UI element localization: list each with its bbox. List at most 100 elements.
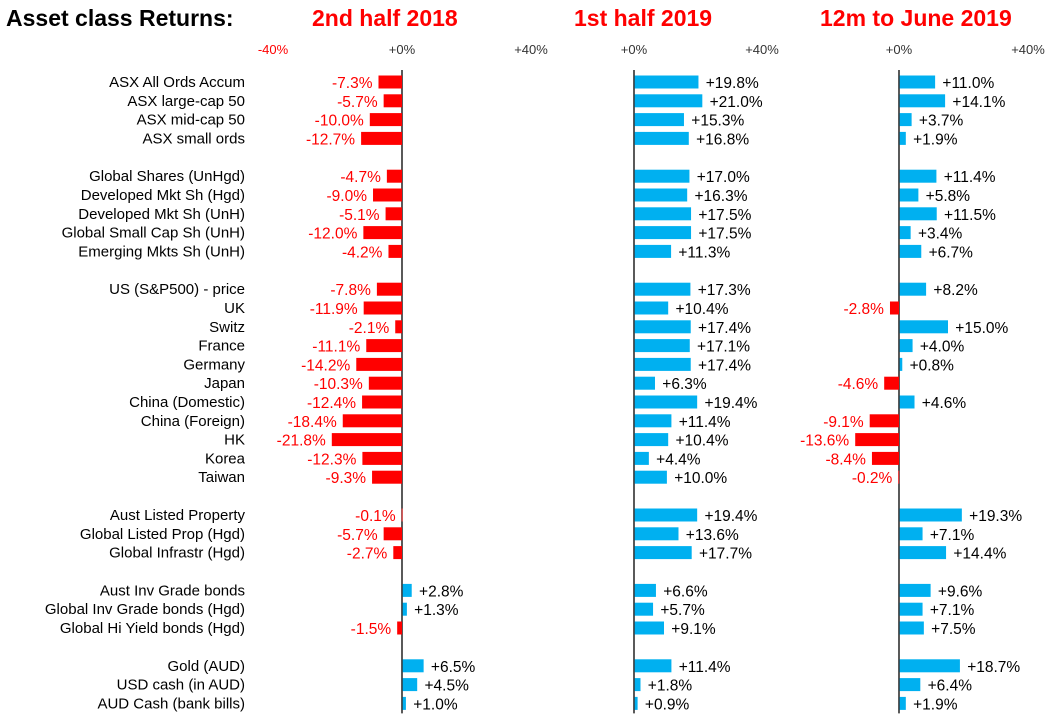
data-label: +16.8% [696, 131, 749, 148]
bar [356, 357, 402, 371]
category-label: Emerging Mkts Sh (UnH) [78, 243, 245, 260]
bar [397, 621, 402, 635]
panel-title: 1st half 2019 [574, 5, 712, 31]
bar [899, 131, 906, 145]
data-label: +17.7% [699, 546, 752, 563]
bar [634, 678, 641, 692]
data-label: +5.8% [926, 188, 971, 205]
bar [869, 414, 899, 428]
bar [899, 395, 915, 409]
data-label: +19.4% [704, 508, 757, 525]
data-label: +11.3% [678, 244, 730, 261]
data-label: -7.3% [332, 75, 373, 92]
category-label: AUD Cash (bank bills) [97, 695, 245, 712]
data-label: -10.0% [315, 113, 364, 130]
data-label: -12.4% [307, 395, 356, 412]
data-label: -9.0% [327, 188, 368, 205]
axis-tick-label: +0% [389, 42, 416, 57]
bar [393, 546, 402, 560]
bar [899, 320, 948, 334]
bar [402, 678, 418, 692]
data-label: +1.8% [648, 678, 693, 695]
category-label: Global Infrastr (Hgd) [109, 545, 245, 562]
bar [372, 470, 402, 484]
data-label: +9.1% [671, 621, 716, 638]
data-label: -14.2% [301, 357, 350, 374]
data-label: +5.7% [660, 602, 705, 619]
bar [634, 376, 655, 390]
bar [634, 75, 699, 89]
bar [899, 602, 923, 616]
data-label: -4.2% [342, 244, 383, 261]
axis-tick-label: +0% [621, 42, 648, 57]
category-labels: ASX All Ords Accum ASX large-cap 50 ASX mi… [45, 74, 246, 712]
data-label: +4.5% [424, 678, 469, 695]
data-label: +15.3% [691, 113, 744, 130]
data-label: +4.0% [920, 339, 965, 356]
bar [899, 527, 923, 541]
bar [899, 357, 903, 371]
bar [899, 207, 937, 221]
data-label: -4.6% [838, 376, 879, 393]
category-label: China (Foreign) [141, 413, 245, 430]
data-label: +6.3% [662, 376, 707, 393]
bar [634, 113, 684, 127]
data-label: +7.5% [931, 621, 976, 638]
axis-tick-label: +40% [1011, 42, 1045, 57]
bar [385, 207, 402, 221]
data-label: +11.4% [679, 414, 731, 431]
data-label: +10.4% [675, 433, 728, 450]
bar [634, 414, 672, 428]
bar [395, 320, 402, 334]
bar [634, 451, 649, 465]
bar [331, 433, 402, 447]
data-label: +4.4% [656, 451, 701, 468]
data-label: -21.8% [277, 433, 326, 450]
data-label: -10.3% [314, 376, 363, 393]
panels: 2nd half 2018 -40% +0% +40% -7.3% -5.7% -10.0%… [258, 5, 1045, 714]
bar [361, 131, 402, 145]
data-label: +1.9% [913, 696, 958, 713]
bar [363, 301, 402, 315]
data-label: +7.1% [930, 527, 975, 544]
data-label: +9.6% [938, 583, 983, 600]
data-label: +1.0% [413, 696, 458, 713]
data-label: +3.4% [918, 226, 963, 243]
data-label: +6.6% [663, 583, 708, 600]
category-label: Aust Inv Grade bonds [100, 582, 245, 599]
data-label: -2.7% [347, 546, 388, 563]
data-label: -5.1% [339, 207, 380, 224]
data-label: +2.8% [419, 583, 464, 600]
bar [634, 188, 688, 202]
data-label: +17.4% [698, 357, 751, 374]
bar [889, 301, 899, 315]
bar [342, 414, 402, 428]
bar [884, 376, 899, 390]
data-label: +17.1% [697, 339, 750, 356]
data-label: +16.3% [694, 188, 747, 205]
bar [388, 244, 402, 258]
bar [402, 602, 407, 616]
data-label: +0.8% [910, 357, 955, 374]
bar [899, 169, 937, 183]
category-label: China (Domestic) [129, 394, 245, 411]
bar [634, 320, 691, 334]
bar [899, 508, 962, 522]
bar [899, 188, 919, 202]
bar [899, 94, 946, 108]
bar [634, 226, 692, 240]
panel-title: 2nd half 2018 [312, 5, 458, 31]
bar [634, 301, 669, 315]
bar [634, 433, 669, 447]
bar [899, 75, 936, 89]
data-label: -13.6% [800, 433, 849, 450]
bar [899, 226, 911, 240]
data-label: +6.7% [929, 244, 974, 261]
category-label: ASX mid-cap 50 [137, 112, 245, 129]
bar [363, 226, 402, 240]
bar [634, 583, 656, 597]
bar [369, 113, 402, 127]
data-label: +10.0% [674, 470, 727, 487]
bar [899, 659, 960, 673]
